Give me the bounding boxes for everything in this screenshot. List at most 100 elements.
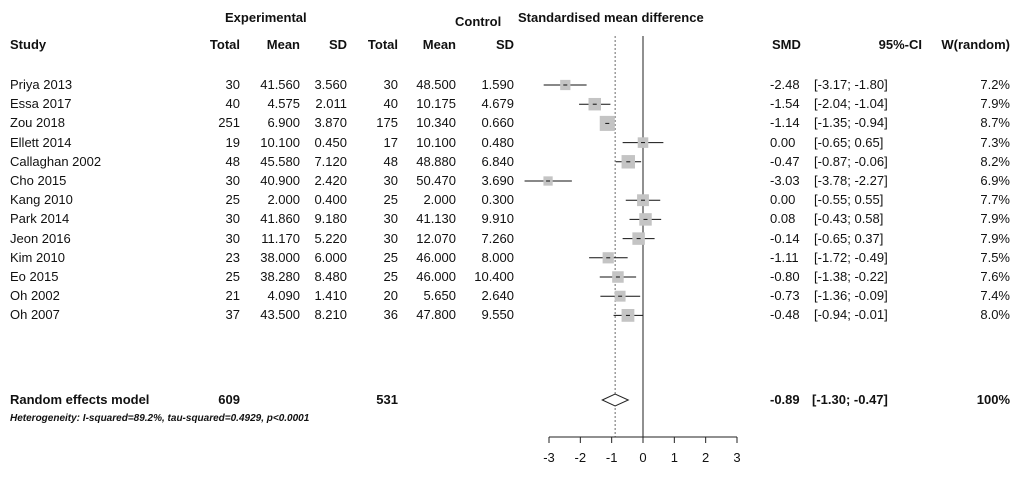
ctl-total-header: Total bbox=[367, 37, 398, 52]
smd-value: -0.73 bbox=[770, 288, 800, 304]
ctl-total: 36 bbox=[383, 307, 398, 323]
control-group-header: Control bbox=[455, 14, 502, 29]
x-tick-label: 3 bbox=[733, 450, 740, 465]
exp-sd: 0.400 bbox=[314, 192, 347, 208]
exp-sd: 3.870 bbox=[314, 115, 347, 131]
ci-value: [-0.65; 0.37] bbox=[814, 230, 884, 246]
weight-value: 7.3% bbox=[980, 134, 1010, 150]
weight-value: 7.4% bbox=[980, 288, 1010, 304]
ctl-sd: 1.590 bbox=[481, 77, 514, 92]
exp-mean: 38.000 bbox=[260, 249, 300, 265]
study-name: Kim 2010 bbox=[10, 249, 65, 265]
study-name: Eo 2015 bbox=[10, 269, 59, 284]
ctl-mean: 2.000 bbox=[423, 192, 456, 208]
ctl-mean: 48.500 bbox=[416, 77, 456, 92]
smd-value: 0.08 bbox=[770, 211, 796, 227]
exp-total: 40 bbox=[225, 96, 240, 112]
ctl-total: 30 bbox=[383, 173, 398, 188]
weight-value: 7.9% bbox=[980, 230, 1010, 246]
ctl-sd: 0.660 bbox=[481, 115, 514, 131]
ctl-mean: 10.340 bbox=[416, 115, 456, 131]
study-name: Oh 2007 bbox=[10, 307, 60, 323]
exp-total-header: Total bbox=[209, 37, 240, 52]
ctl-total: 17 bbox=[383, 134, 398, 150]
smd-value: 0.00 bbox=[770, 192, 796, 208]
weight-value: 7.6% bbox=[980, 269, 1010, 284]
ci-value: [-0.94; -0.01] bbox=[814, 307, 888, 323]
ci-header: 95%-CI bbox=[878, 37, 922, 52]
exp-mean: 4.090 bbox=[267, 288, 300, 304]
exp-total: 251 bbox=[218, 115, 240, 131]
ctl-mean: 47.800 bbox=[416, 307, 456, 323]
smd-plot-title: Standardised mean difference bbox=[518, 10, 704, 25]
weight-value: 7.5% bbox=[980, 249, 1010, 265]
study-name: Ellett 2014 bbox=[10, 134, 72, 150]
exp-sd: 6.000 bbox=[314, 249, 347, 265]
ctl-mean: 41.130 bbox=[416, 211, 456, 227]
ci-value: [-1.36; -0.09] bbox=[814, 288, 888, 304]
exp-sd: 1.410 bbox=[314, 288, 347, 304]
ctl-total: 20 bbox=[383, 288, 398, 304]
study-name: Cho 2015 bbox=[10, 173, 67, 188]
exp-sd: 8.210 bbox=[314, 307, 347, 323]
ci-value: [-2.04; -1.04] bbox=[814, 96, 888, 112]
ctl-total: 175 bbox=[376, 115, 398, 131]
ctl-mean: 10.175 bbox=[416, 96, 456, 112]
exp-mean-header: Mean bbox=[266, 37, 300, 52]
exp-mean: 4.575 bbox=[267, 96, 300, 112]
ci-value: [-0.65; 0.65] bbox=[814, 134, 884, 150]
smd-value: -1.11 bbox=[770, 249, 799, 265]
ci-value: [-3.78; -2.27] bbox=[814, 173, 888, 188]
ctl-total: 30 bbox=[383, 77, 398, 92]
exp-mean: 45.580 bbox=[260, 153, 300, 169]
exp-total: 21 bbox=[225, 288, 240, 304]
smd-value: -0.47 bbox=[770, 153, 800, 169]
exp-sd: 3.560 bbox=[314, 77, 347, 92]
ci-value: [-0.43; 0.58] bbox=[814, 211, 884, 227]
smd-value: -2.48 bbox=[770, 77, 800, 92]
ci-value: [-0.55; 0.55] bbox=[814, 192, 884, 208]
ctl-sd: 9.910 bbox=[481, 211, 514, 227]
ctl-mean: 46.000 bbox=[416, 249, 456, 265]
study-name: Park 2014 bbox=[10, 211, 70, 227]
exp-sd: 9.180 bbox=[314, 211, 347, 227]
smd-value: -1.14 bbox=[770, 115, 800, 131]
exp-total: 30 bbox=[225, 230, 240, 246]
ctl-mean: 5.650 bbox=[423, 288, 456, 304]
ci-value: [-1.38; -0.22] bbox=[814, 269, 888, 284]
exp-sd: 0.450 bbox=[314, 134, 347, 150]
smd-value: -3.03 bbox=[770, 173, 800, 188]
ci-value: [-0.87; -0.06] bbox=[814, 153, 888, 169]
study-name: Callaghan 2002 bbox=[10, 153, 102, 169]
study-name: Zou 2018 bbox=[10, 115, 65, 131]
exp-total: 37 bbox=[225, 307, 240, 323]
weight-header: W(random) bbox=[941, 37, 1010, 52]
ctl-mean-header: Mean bbox=[422, 37, 456, 52]
ctl-sd: 0.300 bbox=[481, 192, 514, 208]
study-column-header: Study bbox=[10, 37, 47, 52]
ctl-sd: 3.690 bbox=[481, 173, 514, 188]
smd-value: -0.80 bbox=[770, 269, 800, 284]
exp-mean: 6.900 bbox=[267, 115, 300, 131]
exp-mean: 10.100 bbox=[260, 134, 300, 150]
ctl-total: 25 bbox=[383, 192, 398, 208]
ctl-total: 25 bbox=[383, 249, 398, 265]
study-name: Kang 2010 bbox=[10, 192, 73, 208]
x-tick-label: -1 bbox=[606, 450, 618, 465]
summary-label: Random effects model bbox=[10, 392, 150, 407]
summary-exp-total: 609 bbox=[218, 392, 240, 407]
exp-total: 25 bbox=[225, 192, 240, 208]
study-name: Priya 2013 bbox=[10, 77, 73, 92]
exp-sd-header: SD bbox=[328, 37, 347, 52]
weight-value: 6.9% bbox=[980, 173, 1010, 188]
ctl-total: 40 bbox=[383, 96, 398, 112]
ci-value: [-1.72; -0.49] bbox=[814, 249, 888, 265]
exp-mean: 40.900 bbox=[260, 173, 300, 188]
exp-sd: 5.220 bbox=[314, 230, 347, 246]
exp-mean: 41.560 bbox=[260, 77, 300, 92]
weight-value: 7.9% bbox=[980, 96, 1010, 112]
study-name: Oh 2002 bbox=[10, 288, 60, 304]
exp-mean: 43.500 bbox=[260, 307, 300, 323]
exp-sd: 2.011 bbox=[315, 96, 347, 112]
